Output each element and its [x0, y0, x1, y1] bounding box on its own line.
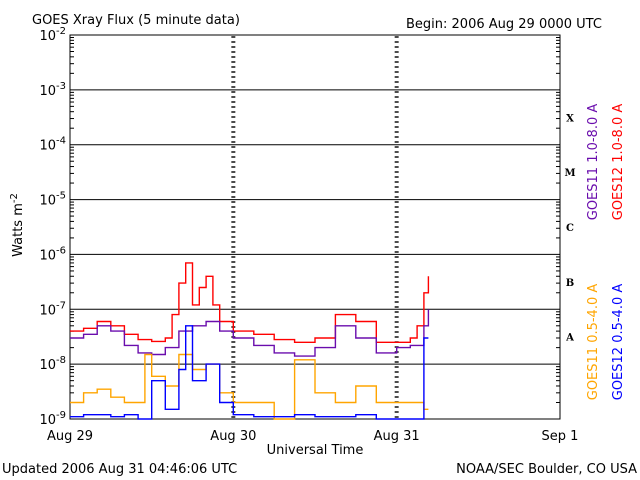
x-tick-label: Sep 1	[542, 429, 579, 444]
credit-label: NOAA/SEC Boulder, CO USA	[456, 462, 637, 477]
x-axis-label: Universal Time	[267, 443, 364, 458]
y-tick-label: 10-9	[39, 410, 66, 428]
flare-class-c: C	[566, 223, 574, 234]
flare-class-b: B	[566, 278, 574, 289]
x-tick-label: Aug 30	[210, 429, 256, 444]
flare-class-m: M	[564, 168, 575, 179]
flare-class-x: X	[566, 113, 574, 124]
y-tick-label: 10-3	[39, 81, 66, 99]
y-tick-label: 10-4	[39, 136, 66, 154]
legend: GOES11 1.0-8.0 A GOES12 1.0-8.0 A GOES11 0…	[586, 104, 626, 401]
y-tick-label: 10-8	[39, 355, 66, 373]
y-axis-label-text: Watts m	[11, 203, 26, 257]
begin-label: Begin: 2006 Aug 29 0000 UTC	[406, 17, 602, 32]
y-axis-label: Watts m-2	[9, 193, 26, 257]
legend-entry: GOES11 1.0-8.0 A	[586, 104, 601, 221]
y-tick-label: 10-5	[39, 191, 66, 209]
flare-class-a: A	[565, 333, 574, 344]
series-line-goes12-0-5-4-0-a	[70, 325, 429, 420]
legend-entry: GOES12 1.0-8.0 A	[611, 104, 626, 221]
y-axis-ticks: 10-2 10-3 10-4 10-5 10-6 10-7 10-8 10-9	[39, 26, 560, 428]
series-line-goes12-1-0-8-0-a	[70, 262, 430, 343]
y-tick-label: 10-6	[39, 245, 66, 263]
flux-series-group	[70, 262, 430, 420]
legend-entry: GOES11 0.5-4.0 A	[586, 284, 601, 401]
x-tick-label: Aug 29	[47, 429, 93, 444]
updated-timestamp: Updated 2006 Aug 31 04:46:06 UTC	[2, 462, 237, 477]
series-line-goes11-1-0-8-0-a	[70, 309, 430, 357]
flare-class-labels: X M C B A	[564, 113, 575, 343]
flux-level-gridlines	[70, 89, 560, 365]
x-axis-ticks: Aug 29 Aug 30 Aug 31 Sep 1	[47, 429, 578, 444]
x-tick-label: Aug 31	[374, 429, 420, 444]
y-axis-label-exponent: -2	[9, 193, 20, 203]
y-tick-label: 10-7	[39, 300, 66, 318]
y-tick-label: 10-2	[39, 26, 66, 44]
legend-entry: GOES12 0.5-4.0 A	[611, 284, 626, 401]
chart-title: GOES Xray Flux (5 minute data)	[32, 13, 240, 28]
plot-frame	[69, 34, 561, 420]
